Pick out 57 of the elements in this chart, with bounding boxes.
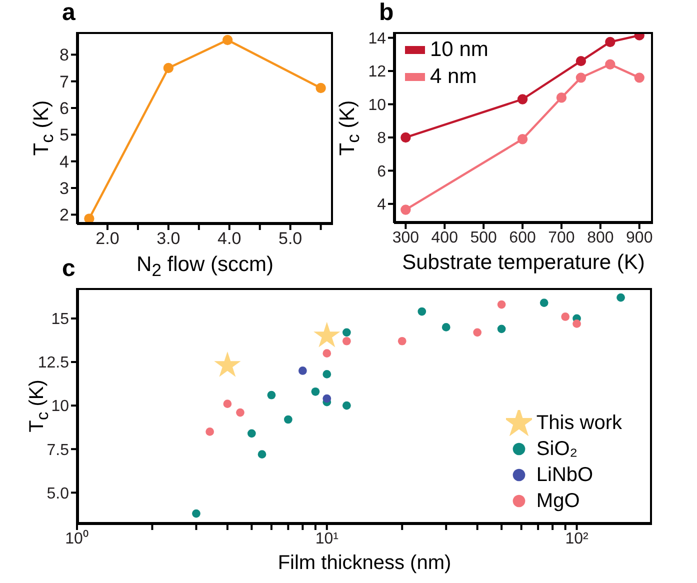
x-tick-label: 10⁰ [65,529,89,548]
chart-title: b [379,0,394,26]
point [163,62,174,74]
x-tick-label: 700 [548,229,575,246]
point [605,59,616,70]
x-tick-label: 500 [470,229,498,246]
y-tick-label: 14 [368,30,386,48]
point [222,34,233,46]
y-tick-label: 6 [60,99,69,118]
x-tick-label: 900 [626,229,653,246]
y-tick-label: 8 [377,130,386,148]
point [316,82,326,94]
point [400,204,411,215]
x-tick-label: 800 [587,229,614,246]
y-tick-label: 4 [60,152,69,172]
y-tick-label: 7.5 [46,442,70,459]
y-tick-label: 10 [368,96,386,114]
legend-label: 10 nm [430,37,488,63]
legend-label: LiNbO [536,463,594,488]
legend-label: This work [536,411,622,436]
legend-label: MgO [536,489,580,514]
x-tick-label: 600 [509,229,536,246]
x-tick-label: 3.0 [156,229,180,248]
x-tick-label: 2.0 [96,229,120,248]
y-tick-label: 3 [60,179,69,198]
chart-title: c [62,255,76,282]
y-tick-label: 7 [60,72,69,92]
x-tick-label: 10² [565,530,590,548]
y-tick-label: 12 [368,64,386,81]
y-tick-label: 5.0 [46,485,70,502]
x-tick-label: 4.0 [218,229,242,248]
x-tick-label: 10¹ [315,530,338,548]
x-tick-label: 300 [392,229,420,246]
x-tick-label: 5.0 [278,229,302,248]
legend-label: 4 nm [430,64,477,90]
point [576,56,586,66]
chart-title: a [62,0,76,26]
y-tick-label: 6 [377,163,386,180]
y-tick-label: 5 [60,126,69,145]
point [634,72,644,83]
y-tick-label: 8 [60,46,69,65]
x-axis-title: N$_{2}$ flow (sccm) [136,253,274,282]
point [400,132,411,143]
point [556,92,567,103]
point [517,94,528,104]
y-tick-label: 10 [51,398,70,416]
point [605,36,616,48]
x-tick-label: 400 [431,229,458,246]
legend-label: SiO₂ [536,437,578,462]
x-axis-title: Substrate temperature (K) [401,251,646,275]
y-tick-label: 4 [377,196,386,214]
x-axis-title: Film thickness (nm) [276,552,452,575]
y-tick-label: 15 [51,311,70,328]
y-tick-label: 2 [60,206,69,225]
y-tick-label: 12.5 [38,354,70,372]
point [517,134,528,144]
point [576,72,586,83]
